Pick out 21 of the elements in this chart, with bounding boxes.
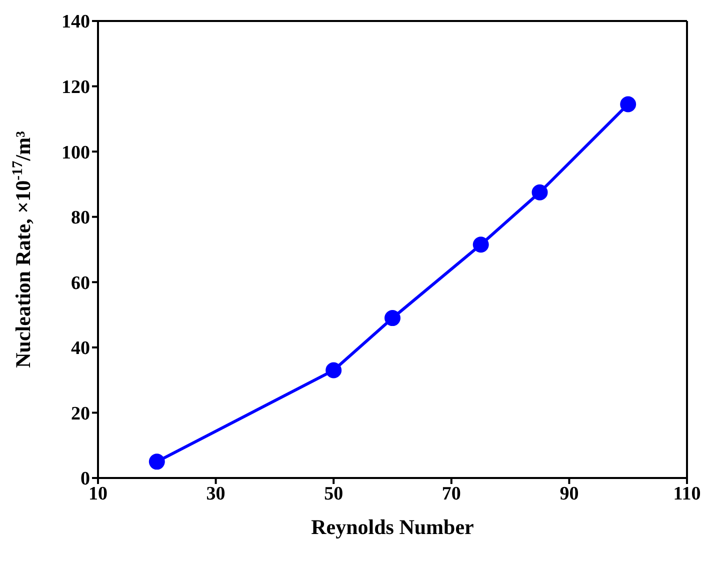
y-tick-label: 140 bbox=[62, 12, 90, 33]
point bbox=[620, 96, 636, 112]
y-tick-label: 100 bbox=[62, 142, 90, 164]
x-tick-label: 10 bbox=[88, 483, 108, 504]
x-tick-label: 90 bbox=[560, 483, 579, 504]
x-tick-label: 110 bbox=[673, 483, 701, 504]
y-tick-label: 60 bbox=[71, 272, 90, 294]
y-tick-label: 0 bbox=[80, 468, 90, 490]
y-tick-label: 80 bbox=[71, 208, 90, 229]
point bbox=[326, 362, 342, 378]
point bbox=[472, 236, 489, 253]
x-tick-label: 70 bbox=[442, 483, 461, 504]
y-tick-label: 40 bbox=[71, 338, 90, 360]
x-tick-label: 30 bbox=[206, 483, 226, 504]
x-tick-label: 50 bbox=[324, 483, 344, 504]
point bbox=[532, 184, 548, 200]
y-tick-label: 20 bbox=[71, 403, 90, 424]
point bbox=[148, 454, 165, 470]
x-axis-title: Reynolds Number bbox=[311, 515, 474, 539]
point bbox=[384, 310, 400, 326]
y-tick-label: 120 bbox=[62, 77, 90, 98]
